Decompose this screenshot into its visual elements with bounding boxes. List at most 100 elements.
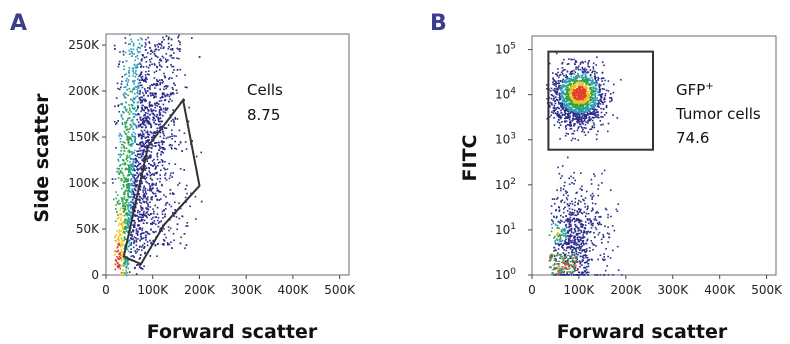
scatter-point <box>577 240 580 242</box>
scatter-point <box>153 135 156 137</box>
scatter-point <box>554 266 557 268</box>
scatter-point <box>564 126 567 128</box>
scatter-point <box>139 188 142 191</box>
scatter-point <box>124 162 127 165</box>
scatter-point <box>171 135 173 137</box>
scatter-point <box>586 102 588 105</box>
scatter-point <box>563 228 566 231</box>
scatter-point <box>125 177 127 179</box>
scatter-point <box>137 216 140 218</box>
scatter-point <box>141 100 144 103</box>
scatter-point <box>117 160 120 162</box>
scatter-point <box>122 141 124 143</box>
scatter-point <box>589 79 592 81</box>
scatter-point <box>568 90 571 93</box>
scatter-point <box>150 151 153 153</box>
scatter-point <box>594 89 597 92</box>
scatter-point <box>136 165 139 167</box>
scatter-point <box>125 213 127 215</box>
scatter-point <box>577 102 579 104</box>
scatter-point <box>567 63 570 65</box>
scatter-point <box>156 187 158 190</box>
scatter-point <box>572 266 576 268</box>
scatter-point <box>560 116 563 118</box>
scatter-point <box>596 99 598 101</box>
scatter-point <box>549 256 552 258</box>
scatter-point <box>172 91 174 94</box>
scatter-point <box>581 130 583 133</box>
scatter-point <box>122 202 124 205</box>
scatter-point <box>174 147 176 150</box>
scatter-point <box>593 110 596 112</box>
scatter-point <box>583 230 585 232</box>
scatter-point <box>607 213 609 216</box>
scatter-point <box>120 213 123 215</box>
scatter-point <box>559 255 562 257</box>
scatter-point <box>128 174 130 176</box>
scatter-point <box>588 222 590 225</box>
scatter-point <box>549 267 552 269</box>
scatter-point <box>558 271 561 273</box>
scatter-point <box>569 112 571 115</box>
scatter-point <box>564 86 566 88</box>
scatter-point <box>581 260 584 263</box>
scatter-point <box>122 197 124 200</box>
scatter-point <box>551 227 554 229</box>
scatter-point <box>569 260 572 262</box>
scatter-point <box>565 242 567 245</box>
scatter-point <box>557 82 560 85</box>
scatter-point <box>173 135 175 137</box>
scatter-point <box>561 90 564 92</box>
scatter-point <box>115 208 117 210</box>
scatter-point <box>151 191 154 194</box>
scatter-point <box>589 128 591 131</box>
scatter-point <box>577 68 580 71</box>
scatter-point <box>119 141 122 143</box>
scatter-point <box>144 98 146 101</box>
scatter-point <box>573 58 575 61</box>
scatter-point <box>574 99 576 102</box>
scatter-point <box>575 85 577 87</box>
scatter-point <box>560 239 562 241</box>
scatter-point <box>557 274 560 276</box>
scatter-point <box>569 213 571 216</box>
scatter-point <box>123 150 126 152</box>
scatter-point <box>574 92 577 95</box>
scatter-point <box>571 211 574 214</box>
scatter-point <box>570 108 572 111</box>
scatter-point <box>127 217 130 219</box>
scatter-point <box>120 216 123 219</box>
scatter-point <box>117 177 120 179</box>
scatter-point <box>175 89 178 92</box>
scatter-point <box>115 260 118 263</box>
scatter-point <box>136 230 139 233</box>
scatter-point <box>140 59 143 61</box>
scatter-point <box>132 70 134 72</box>
scatter-point <box>570 214 572 216</box>
scatter-point <box>567 108 570 110</box>
scatter-point <box>144 107 146 110</box>
scatter-point <box>145 49 147 51</box>
scatter-point <box>125 265 128 267</box>
scatter-point <box>579 232 581 235</box>
scatter-point <box>140 205 142 207</box>
scatter-point <box>140 235 142 237</box>
scatter-point <box>132 107 134 110</box>
scatter-point <box>144 124 147 126</box>
scatter-point <box>561 234 563 236</box>
scatter-point <box>130 233 132 236</box>
scatter-point <box>135 67 138 69</box>
scatter-point <box>122 61 124 63</box>
scatter-point <box>573 247 576 249</box>
scatter-point <box>141 104 144 107</box>
scatter-point <box>572 106 575 108</box>
scatter-point <box>567 219 570 222</box>
scatter-point <box>585 212 588 215</box>
scatter-point <box>144 137 147 139</box>
scatter-point <box>582 85 585 88</box>
scatter-point <box>549 101 552 104</box>
scatter-point <box>588 99 591 102</box>
scatter-point <box>587 262 589 265</box>
scatter-point <box>137 86 140 88</box>
scatter-point <box>572 115 574 117</box>
